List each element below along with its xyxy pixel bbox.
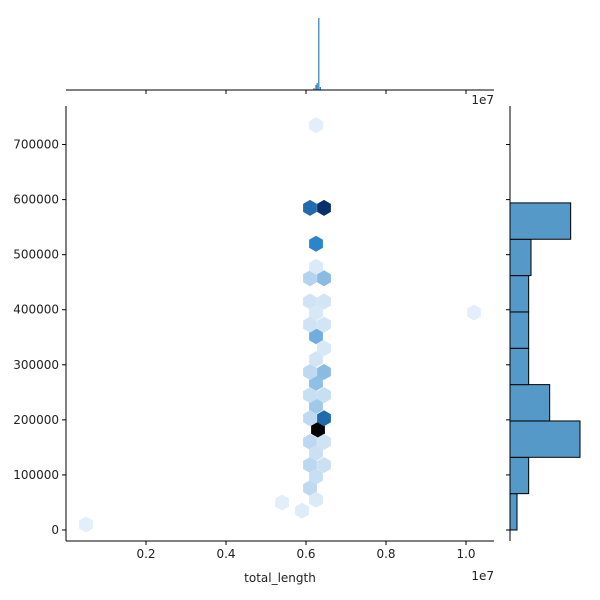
joint-hexbin-plot: 0.2 0.4 0.6 0.8 1.0 0 100000 200000 300000 40000… — [13, 106, 494, 585]
y-marginal-ticks — [506, 144, 510, 531]
x-marginal-bar — [316, 83, 318, 90]
hexbin-cell — [317, 199, 331, 216]
hexbin-cell — [309, 491, 323, 508]
hexbin-cell — [275, 494, 289, 511]
hexbin-cell — [303, 293, 317, 310]
y-marginal-bar — [509, 384, 551, 422]
y-marginal-bar — [509, 311, 530, 349]
hexbin-cell — [303, 433, 317, 450]
x-marginal-bars — [313, 18, 321, 90]
hexbin-cell — [311, 421, 325, 438]
x-marginal-histogram: 1e7 — [66, 18, 494, 107]
hexbin-cell — [303, 316, 317, 333]
x-marginal-ticks — [145, 90, 467, 94]
hexbin-cell — [317, 457, 331, 473]
hexbin-cell — [79, 516, 93, 533]
y-marginal-bars — [509, 202, 581, 531]
y-tick-group: 0 100000 200000 300000 400000 500000 600000 700… — [13, 138, 66, 537]
y-marginal-bar — [509, 456, 530, 495]
hexbin-cell — [317, 364, 331, 380]
hexbin-cell — [309, 258, 323, 275]
y-tick-label: 500000 — [13, 248, 59, 262]
y-marginal-bar — [509, 420, 581, 458]
hexbin-cell — [309, 304, 323, 321]
hexbin-cell — [303, 457, 317, 473]
hexbin-cell — [309, 375, 323, 391]
hexbin-layer — [79, 117, 481, 533]
y-marginal-bar — [509, 202, 572, 240]
hexbin-cell — [317, 270, 331, 287]
x-axis-offset-label: 1e7 — [471, 569, 494, 583]
hexbin-cell — [317, 316, 331, 333]
hexbin-cell — [309, 398, 323, 415]
hexbin-cell — [303, 480, 317, 497]
y-marginal-histogram — [506, 106, 581, 541]
x-tick-label: 1.0 — [456, 547, 475, 561]
hexbin-cell — [303, 364, 317, 380]
y-tick-label: 300000 — [13, 358, 59, 372]
x-axis-label: total_length — [244, 571, 316, 585]
x-marginal-offset-label: 1e7 — [471, 93, 494, 107]
hexbin-cell — [317, 340, 331, 357]
x-tick-label: 0.4 — [216, 547, 235, 561]
hexbin-cell — [317, 387, 331, 404]
hexbin-cell — [317, 410, 331, 427]
hexbin-cell — [303, 410, 317, 427]
hexbin-cell — [309, 444, 323, 461]
y-marginal-bar — [509, 347, 530, 386]
hexbin-cell — [317, 433, 331, 450]
hexbin-cell — [309, 351, 323, 368]
hexbin-cell — [309, 468, 323, 485]
y-tick-label: 200000 — [13, 413, 59, 427]
hexbin-cell — [303, 387, 317, 404]
x-tick-group: 0.2 0.4 0.6 0.8 1.0 — [136, 541, 476, 561]
hexbin-cell — [303, 199, 317, 216]
hexbin-cell — [317, 293, 331, 310]
x-tick-label: 0.2 — [136, 547, 155, 561]
x-marginal-bar — [315, 85, 317, 90]
x-marginal-bar — [319, 87, 321, 90]
hexbin-cell — [309, 328, 323, 345]
y-tick-label: 400000 — [13, 303, 59, 317]
hexbin-cell — [303, 270, 317, 287]
hexbin-cell — [309, 235, 323, 252]
y-marginal-bar — [509, 238, 532, 277]
hexbin-cell — [467, 304, 481, 321]
y-marginal-bar — [509, 493, 518, 531]
y-tick-label: 600000 — [13, 193, 59, 207]
y-tick-label: 0 — [51, 523, 59, 537]
x-tick-label: 0.8 — [376, 547, 395, 561]
x-marginal-bar — [318, 18, 320, 90]
y-tick-label: 700000 — [13, 138, 59, 152]
y-tick-label: 100000 — [13, 468, 59, 482]
hexbin-cell — [295, 502, 309, 519]
x-tick-label: 0.6 — [296, 547, 315, 561]
y-marginal-bar — [509, 275, 530, 313]
hexbin-cell — [309, 117, 323, 134]
x-marginal-bar — [313, 88, 315, 90]
